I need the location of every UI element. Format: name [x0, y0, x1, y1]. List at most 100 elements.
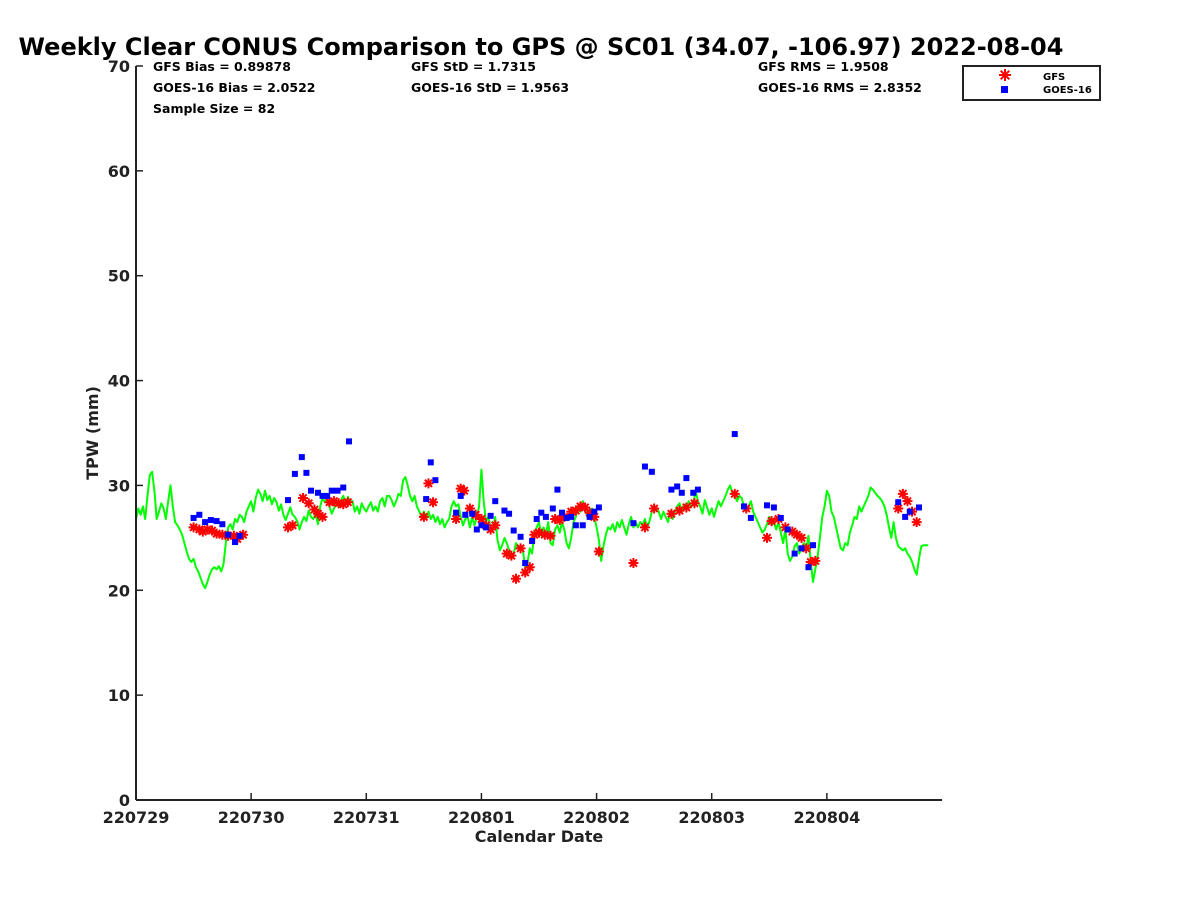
gfs-point — [506, 550, 517, 561]
legend-goes-marker — [1001, 86, 1008, 93]
goes-point — [473, 526, 480, 533]
stat-gfs-std: GFS StD = 1.7315 — [411, 59, 536, 74]
goes-point — [549, 505, 556, 512]
goes-point — [770, 504, 777, 511]
gfs-point — [206, 525, 217, 536]
y-tick-label: 60 — [108, 162, 130, 181]
goes-point — [483, 524, 490, 531]
gfs-point — [476, 513, 487, 524]
stat-goes-rms: GOES-16 RMS = 2.8352 — [758, 80, 922, 95]
goes-point — [284, 497, 291, 504]
gfs-point — [303, 498, 314, 509]
goes-point — [506, 510, 513, 517]
y-axis-label: TPW (mm) — [83, 386, 102, 480]
gfs-point — [554, 515, 565, 526]
gfs-point — [342, 497, 353, 508]
gfs-point — [729, 488, 740, 499]
gfs-point — [464, 503, 475, 514]
gfs-point — [593, 546, 604, 557]
goes-point — [522, 560, 529, 567]
goes-point — [308, 487, 315, 494]
goes-point — [763, 502, 770, 509]
goes-point — [478, 522, 485, 529]
goes-point — [453, 509, 460, 516]
legend: GFS GOES-16 — [962, 65, 1101, 101]
gfs-point — [324, 497, 335, 508]
goes-point — [572, 522, 579, 529]
x-tick-label: 220804 — [793, 808, 860, 827]
goes-point — [563, 514, 570, 521]
goes-point — [492, 498, 499, 505]
goes-point — [731, 431, 738, 438]
gfs-point — [520, 567, 531, 578]
gfs-point — [297, 493, 308, 504]
gfs-point — [666, 508, 677, 519]
gfs-point — [515, 543, 526, 554]
goes-point — [462, 511, 469, 518]
gfs-point — [545, 530, 556, 541]
y-tick-label: 10 — [108, 686, 130, 705]
goes-point — [784, 526, 791, 533]
goes-point — [291, 470, 298, 477]
goes-point — [196, 511, 203, 518]
gfs-point — [312, 508, 323, 519]
x-tick-label: 220731 — [333, 808, 400, 827]
x-axis-label: Calendar Date — [475, 827, 604, 846]
gfs-point — [897, 488, 908, 499]
goes-point — [542, 513, 549, 520]
gfs-point — [238, 529, 249, 540]
goes-point — [694, 486, 701, 493]
x-tick-label: 220729 — [103, 808, 170, 827]
goes-point — [683, 475, 690, 482]
x-tick-label: 220802 — [563, 808, 630, 827]
goes-point — [630, 520, 637, 527]
goes-point — [328, 487, 335, 494]
goes-point — [501, 507, 508, 514]
gfs-point — [287, 520, 298, 531]
goes-point — [533, 515, 540, 522]
gfs-point — [805, 556, 816, 567]
gfs-point — [570, 505, 581, 516]
gfs-point — [232, 533, 243, 544]
goes-point — [791, 550, 798, 557]
gfs-point — [893, 503, 904, 514]
gfs-point — [575, 501, 586, 512]
goes-point — [314, 489, 321, 496]
y-tick-label: 20 — [108, 581, 130, 600]
goes-point — [777, 514, 784, 521]
gfs-point — [539, 529, 550, 540]
goes-point — [559, 509, 566, 516]
gfs-point — [589, 511, 600, 522]
gfs-point — [470, 509, 481, 520]
gfs-point — [282, 522, 293, 533]
goes-point — [591, 508, 598, 515]
y-tick-label: 40 — [108, 372, 130, 391]
goes-point — [427, 459, 434, 466]
legend-gfs-marker — [999, 69, 1011, 81]
goes-point — [346, 438, 353, 445]
goes-point — [740, 503, 747, 510]
goes-series — [190, 431, 922, 571]
gfs-point — [333, 498, 344, 509]
goes-point — [423, 496, 430, 503]
y-tick-label: 0 — [119, 791, 130, 810]
gfs-point — [529, 529, 540, 540]
goes-point — [303, 469, 310, 476]
x-ticks: 220729 220730 220731 220801 220802 220803 2208… — [103, 793, 860, 827]
gfs-point — [911, 517, 922, 528]
goes-point — [324, 492, 331, 499]
x-tick-label: 220730 — [218, 808, 285, 827]
gfs-point — [801, 543, 812, 554]
y-tick-label: 70 — [108, 57, 130, 76]
y-ticks: 0 10 20 30 40 50 60 70 — [108, 57, 143, 810]
stat-sample-size: Sample Size = 82 — [153, 101, 275, 116]
goes-point — [810, 542, 817, 549]
y-tick-label: 50 — [108, 267, 130, 286]
gfs-point — [796, 532, 807, 543]
gfs-point — [766, 516, 777, 527]
goes-point — [895, 499, 902, 506]
goes-point — [674, 483, 681, 490]
gfs-point — [459, 485, 470, 496]
x-tick-label: 220801 — [448, 808, 515, 827]
